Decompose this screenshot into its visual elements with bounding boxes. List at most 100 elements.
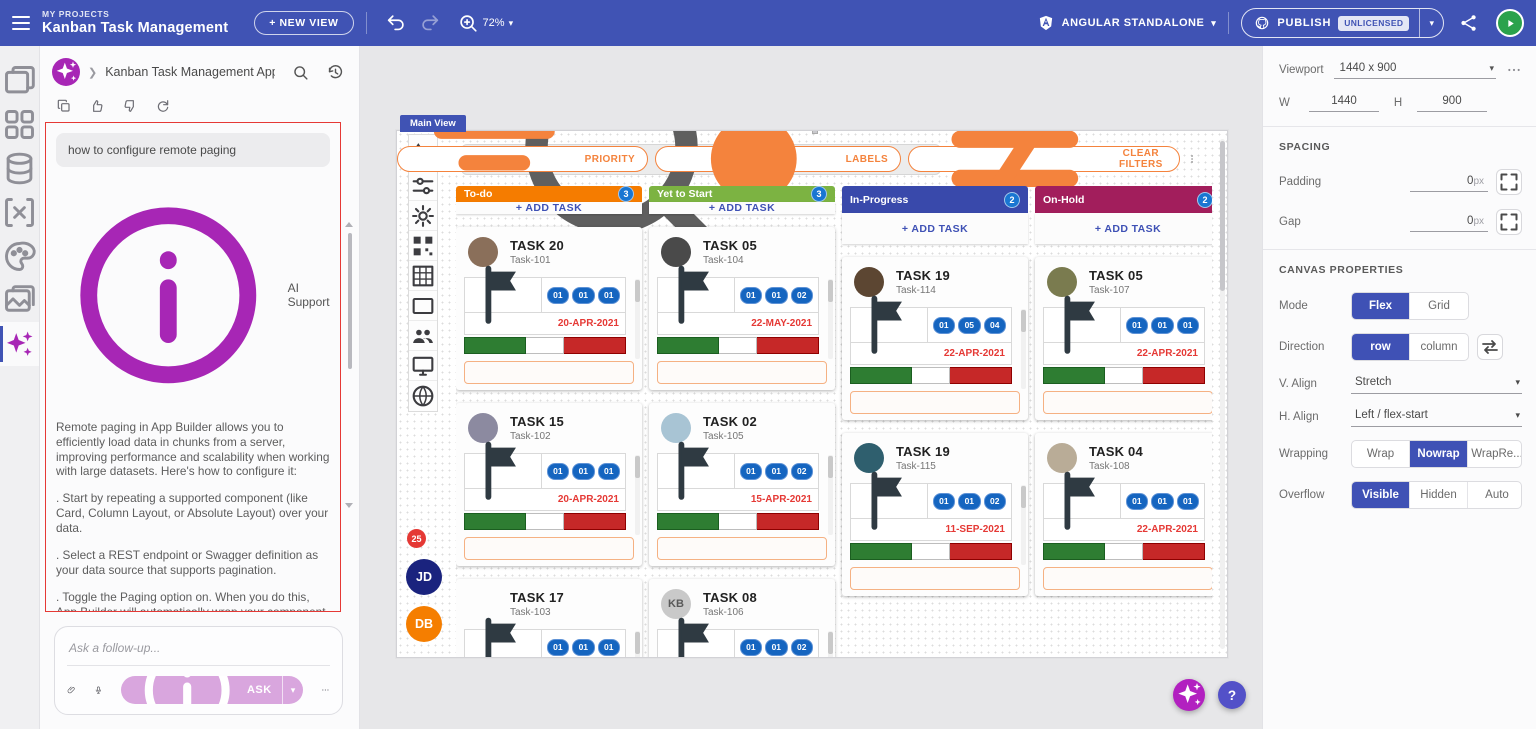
artboard[interactable]: Search Search Task... PRIORITYLABELSCLEA…: [396, 130, 1228, 658]
undo-icon[interactable]: [385, 12, 407, 34]
option-nowrap[interactable]: Nowrap: [1410, 441, 1468, 467]
new-view-button[interactable]: + NEW VIEW: [254, 11, 354, 35]
rail-item-data[interactable]: [0, 146, 39, 190]
ask-dropdown[interactable]: ▾: [281, 676, 304, 704]
swap-icon: [1478, 335, 1502, 359]
scrollbar-up-arrow[interactable]: [345, 222, 353, 227]
task-card[interactable]: TASK 05 Task-104 01 01 02 22-MAY-2021: [649, 227, 835, 390]
add-task-button[interactable]: + ADD TASK: [1035, 213, 1212, 244]
task-card[interactable]: TASK 19 Task-115 01 01 02 11-SEP-2021: [842, 433, 1028, 596]
canvas-tool-qr[interactable]: [409, 231, 437, 261]
option-auto[interactable]: Auto: [1485, 489, 1509, 501]
height-input[interactable]: 900: [1417, 93, 1487, 112]
rail-item-theme[interactable]: [0, 234, 39, 278]
canvas-tool-grid[interactable]: [409, 261, 437, 291]
thumb-down-icon[interactable]: [122, 98, 138, 114]
canvas-tool-sliders[interactable]: [409, 171, 437, 201]
task-card[interactable]: TASK 19 Task-114 01 05 04 22-APR-2021: [842, 257, 1028, 420]
card-scrollbar[interactable]: [828, 631, 833, 657]
card-flag: [851, 472, 928, 530]
card-scrollbar[interactable]: [635, 631, 640, 657]
copy-icon[interactable]: [56, 98, 72, 114]
card-progress-bar: [850, 543, 1012, 560]
card-scrollbar[interactable]: [1021, 485, 1026, 565]
gap-sides-button[interactable]: [1496, 209, 1522, 235]
add-task-button[interactable]: + ADD TASK: [649, 202, 835, 214]
publish-dropdown[interactable]: ▾: [1419, 9, 1443, 37]
task-card[interactable]: TASK 04 Task-108 01 01 01 22-APR-2021: [1035, 433, 1212, 596]
thumb-up-icon[interactable]: [89, 98, 105, 114]
refresh-icon[interactable]: [155, 98, 171, 114]
padding-input[interactable]: 0px: [1410, 173, 1488, 192]
option-grid[interactable]: Grid: [1428, 300, 1450, 312]
option-wrapre[interactable]: WrapRe...: [1471, 448, 1522, 460]
member-avatar-db[interactable]: DB: [406, 606, 442, 642]
artboard-scrollbar[interactable]: [1220, 139, 1225, 649]
card-scrollbar[interactable]: [828, 455, 833, 535]
swap-direction-button[interactable]: [1477, 334, 1503, 360]
viewport-select[interactable]: 1440 x 900 ▾: [1333, 60, 1496, 79]
gap-input[interactable]: 0px: [1410, 213, 1488, 232]
task-card[interactable]: TASK 05 Task-107 01 01 01 22-APR-2021: [1035, 257, 1212, 420]
option-flex[interactable]: Flex: [1352, 293, 1410, 319]
card-title: TASK 08: [703, 590, 757, 605]
option-column[interactable]: column: [1420, 341, 1458, 353]
filters-more-icon[interactable]: [1187, 151, 1197, 167]
rail-item-images[interactable]: [0, 278, 39, 322]
member-avatar-jd[interactable]: JD: [406, 559, 442, 595]
viewport-more-icon[interactable]: [1506, 62, 1522, 78]
redo-icon[interactable]: [419, 12, 441, 34]
option-visible[interactable]: Visible: [1352, 482, 1410, 508]
paperclip-icon[interactable]: [67, 681, 76, 699]
task-card[interactable]: TASK 15 Task-102 01 01 01 20-APR-2021: [456, 403, 642, 566]
option-hidden[interactable]: Hidden: [1410, 482, 1468, 508]
card-scrollbar[interactable]: [1021, 309, 1026, 389]
ask-button[interactable]: ASK ▾: [120, 676, 304, 704]
history-icon[interactable]: [326, 63, 345, 82]
more-options-icon[interactable]: [321, 681, 330, 699]
rail-item-components[interactable]: [0, 102, 39, 146]
help-fab[interactable]: ?: [1218, 681, 1246, 709]
rail-item-variables[interactable]: [0, 190, 39, 234]
zoom-control[interactable]: 72% ▾: [457, 12, 513, 34]
task-card[interactable]: TASK 02 Task-105 01 01 02 15-APR-2021: [649, 403, 835, 566]
canvas-tool-globe[interactable]: [409, 381, 437, 411]
option-row[interactable]: row: [1352, 334, 1410, 360]
hamburger-menu-icon[interactable]: [0, 16, 42, 30]
mic-icon[interactable]: [94, 681, 103, 699]
search-icon[interactable]: [291, 63, 310, 82]
filter-button-labels[interactable]: LABELS: [655, 131, 902, 202]
width-input[interactable]: 1440: [1309, 93, 1379, 112]
share-icon[interactable]: [1458, 12, 1480, 34]
card-progress-bar: [657, 513, 819, 530]
followup-input[interactable]: Ask a follow-up...: [67, 639, 330, 666]
resize-handle[interactable]: [812, 131, 818, 134]
ai-assistant-fab[interactable]: [1173, 679, 1205, 711]
card-scrollbar[interactable]: [828, 279, 833, 359]
rail-item-ai-sparkle[interactable]: [0, 322, 39, 366]
add-task-button[interactable]: + ADD TASK: [842, 213, 1028, 244]
add-task-button[interactable]: + ADD TASK: [456, 202, 642, 214]
card-scrollbar[interactable]: [635, 279, 640, 359]
select-h-align[interactable]: Left / flex-start ▾: [1351, 407, 1522, 427]
canvas-tool-frame[interactable]: [409, 291, 437, 321]
filter-button-priority[interactable]: PRIORITY: [397, 131, 649, 202]
panel-scrollbar[interactable]: [348, 154, 352, 512]
canvas-tool-gear[interactable]: [409, 201, 437, 231]
rail-item-views[interactable]: [0, 58, 39, 102]
select-v-align[interactable]: Stretch ▾: [1351, 374, 1522, 394]
card-scrollbar[interactable]: [635, 455, 640, 535]
filter-button-clear-filters[interactable]: CLEAR FILTERS: [908, 131, 1180, 219]
padding-sides-button[interactable]: [1496, 169, 1522, 195]
publish-button[interactable]: PUBLISH UNLICENSED ▾: [1241, 8, 1444, 38]
option-wrap[interactable]: Wrap: [1352, 441, 1410, 467]
task-card[interactable]: TASK 20 Task-101 01 01 01 20-APR-2021: [456, 227, 642, 390]
platform-selector[interactable]: ANGULAR STANDALONE ▾: [1037, 14, 1217, 32]
canvas-tool-people[interactable]: [409, 321, 437, 351]
run-preview-button[interactable]: [1496, 9, 1524, 37]
view-tab[interactable]: Main View: [400, 115, 466, 132]
canvas-tool-monitor[interactable]: [409, 351, 437, 381]
scrollbar-down-arrow[interactable]: [345, 503, 353, 508]
